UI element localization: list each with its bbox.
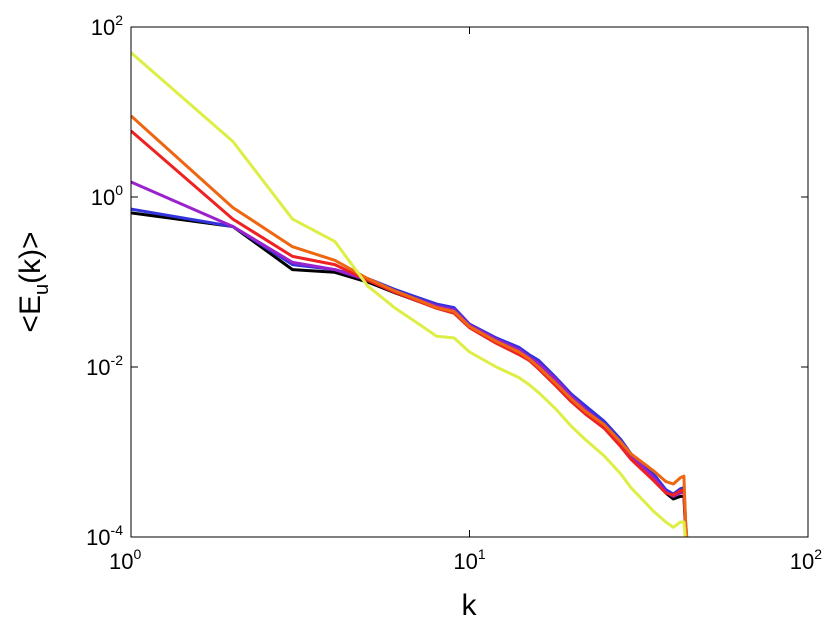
x-tick-label: 101 bbox=[453, 546, 485, 574]
y-axis-label-suffix: (k)> bbox=[14, 231, 47, 284]
y-axis-label-prefix: <E bbox=[14, 295, 47, 333]
y-axis-label: <Eu(k)> bbox=[14, 231, 53, 332]
x-tick-label-exponent: 1 bbox=[478, 546, 486, 562]
x-tick-label-exponent: 2 bbox=[814, 546, 822, 562]
y-axis-label-sub: u bbox=[31, 284, 53, 295]
x-tick-label-base: 10 bbox=[790, 549, 814, 574]
y-tick-label-base: 10 bbox=[91, 15, 115, 40]
y-tick-label: 10-2 bbox=[86, 352, 123, 380]
series-line-6 bbox=[131, 51, 687, 537]
y-tick-label-base: 10 bbox=[86, 525, 110, 550]
series-layer bbox=[131, 51, 689, 537]
y-tick-label: 100 bbox=[91, 182, 123, 210]
y-tick-label-exponent: 2 bbox=[115, 12, 123, 28]
y-tick-label: 10-4 bbox=[86, 522, 123, 550]
y-tick-label-exponent: -4 bbox=[111, 522, 124, 538]
y-tick-label-base: 10 bbox=[86, 355, 110, 380]
x-tick-label-base: 10 bbox=[109, 549, 133, 574]
x-tick-label: 102 bbox=[790, 546, 822, 574]
y-tick-label: 102 bbox=[91, 12, 123, 40]
plot-background bbox=[131, 27, 808, 537]
y-tick-label-exponent: -2 bbox=[111, 352, 124, 368]
y-tick-label-base: 10 bbox=[91, 185, 115, 210]
x-tick-label-base: 10 bbox=[453, 549, 477, 574]
y-tick-label-exponent: 0 bbox=[115, 182, 123, 198]
x-axis-label: k bbox=[462, 589, 478, 622]
series-line-5 bbox=[131, 114, 689, 537]
x-tick-label: 100 bbox=[109, 546, 141, 574]
x-tick-label-exponent: 0 bbox=[133, 546, 141, 562]
